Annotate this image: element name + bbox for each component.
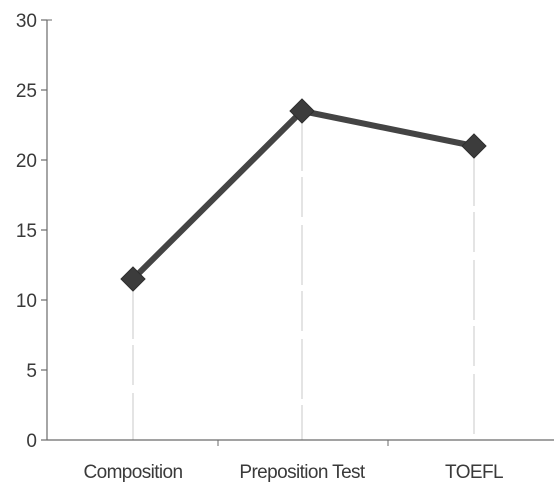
y-axis-ticks: 0 5 10 15 20 25 30 [16,11,47,452]
data-markers [120,98,487,292]
y-tick-label: 5 [26,361,37,382]
x-tick-label: Composition [83,462,182,483]
data-point-marker [461,133,487,159]
axes [46,19,554,441]
y-tick-label: 20 [16,151,37,172]
category-drop-lines [132,111,475,440]
y-tick-label: 25 [16,81,37,102]
data-point-marker [289,98,315,124]
y-tick-label: 10 [16,291,37,312]
x-tick-label: Preposition Test [239,462,366,483]
x-axis-ticks: Composition Preposition Test TOEFL [83,440,504,483]
data-point-marker [120,266,146,292]
y-tick-label: 30 [16,11,37,32]
y-tick-label: 15 [16,221,37,242]
series-line [130,108,477,282]
series-lines [130,108,477,282]
y-tick-label: 0 [26,431,37,452]
x-tick-label: TOEFL [445,462,503,483]
